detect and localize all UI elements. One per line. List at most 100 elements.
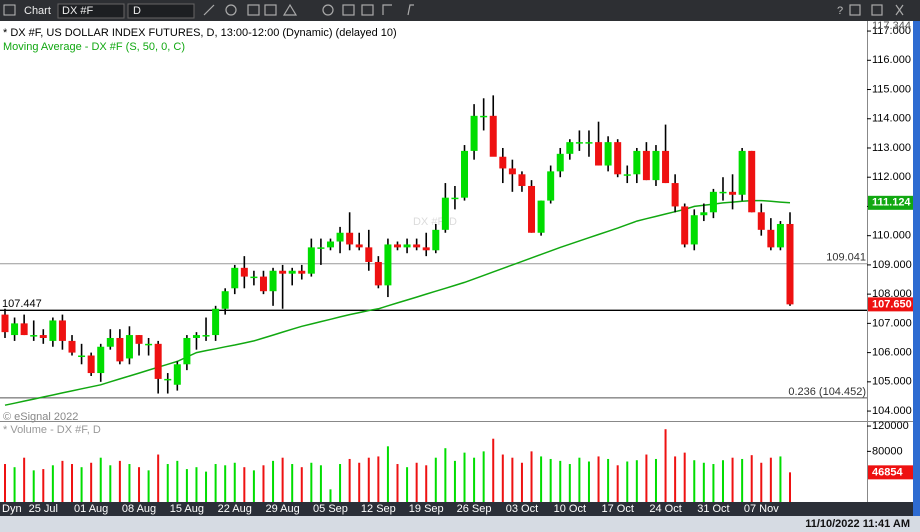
level-label: 0.236 (104.452)	[788, 386, 866, 398]
volume-bar	[712, 464, 715, 502]
candle-body	[68, 340, 76, 353]
candle-body	[480, 115, 488, 118]
candle-body	[508, 168, 516, 175]
volume-bar	[779, 456, 782, 502]
print-icon[interactable]	[342, 4, 355, 16]
volume-bar	[559, 460, 562, 502]
moving-average-line	[4, 199, 791, 406]
candle-body	[192, 335, 200, 338]
y-tick-label: 104.000	[872, 405, 912, 417]
candle-body	[729, 191, 737, 195]
x-tick-label: 07 Nov	[744, 503, 779, 515]
x-tick-label: 31 Oct	[697, 503, 729, 515]
candle-body	[623, 174, 631, 176]
x-tick-label: 10 Oct	[554, 503, 586, 515]
ma-price-label: 111.124	[872, 197, 911, 209]
share-icon[interactable]	[361, 4, 374, 16]
volume-bar	[750, 455, 753, 502]
zoom-icon[interactable]	[322, 4, 334, 16]
candle-body	[221, 291, 229, 309]
volume-bar	[99, 457, 102, 502]
level-label: 107.447	[2, 298, 42, 310]
volume-bar	[195, 467, 198, 502]
candle-body	[528, 185, 536, 233]
candle-body	[642, 150, 650, 181]
candle-body	[125, 335, 133, 359]
volume-bar	[281, 457, 284, 502]
candle-body	[690, 215, 698, 245]
volume-bar	[367, 457, 370, 502]
volume-bar	[329, 489, 332, 502]
candle-body	[326, 241, 334, 248]
candle-body	[269, 270, 277, 292]
symbol-input[interactable]	[57, 3, 125, 19]
volume-bar	[80, 467, 83, 502]
panel-icon[interactable]	[849, 4, 861, 16]
y-tick-label: 113.000	[872, 142, 911, 154]
social-icon[interactable]	[382, 4, 392, 15]
volume-bar	[147, 470, 150, 502]
volume-bar	[549, 458, 552, 502]
candle-body	[279, 270, 287, 274]
x-tick-label: 29 Aug	[265, 503, 299, 515]
volume-bar	[702, 462, 705, 502]
y-tick-label: 117.000	[872, 25, 911, 37]
candle-body	[97, 346, 105, 374]
interval-input[interactable]	[127, 3, 195, 19]
candle-body	[652, 150, 660, 181]
volume-bar	[13, 467, 16, 502]
volume-bar	[473, 457, 476, 502]
draw-tool-icon[interactable]	[203, 4, 215, 16]
volume-bar	[511, 457, 514, 502]
candle-body	[681, 206, 689, 245]
template-icon[interactable]	[264, 4, 277, 16]
x-tick-label: 26 Sep	[457, 503, 492, 515]
volume-bar	[492, 438, 495, 502]
volume-bar	[224, 465, 227, 502]
candle-body	[145, 343, 153, 346]
volume-bar	[118, 460, 121, 502]
y-tick-label: 106.000	[872, 347, 912, 359]
volume-bar	[616, 465, 619, 502]
price-pane	[0, 21, 867, 421]
volume-bar	[520, 462, 523, 502]
candle-body	[20, 323, 28, 336]
volume-bar	[578, 457, 581, 502]
candle-body	[566, 142, 574, 154]
status-mode: Dyn	[2, 503, 22, 515]
candle-body	[231, 267, 239, 289]
volume-bar	[319, 465, 322, 502]
candle-body	[164, 378, 172, 381]
candle-body	[413, 244, 421, 248]
volume-bar	[741, 458, 744, 502]
symbol: DX #F	[62, 5, 93, 17]
last-price-label: 107.650	[872, 298, 912, 310]
facebook-icon[interactable]	[407, 4, 414, 16]
y-tick-label: 110.000	[872, 230, 911, 242]
link-icon[interactable]	[871, 4, 883, 16]
layout-icon[interactable]	[247, 4, 260, 16]
x-tick-label: 12 Sep	[361, 503, 396, 515]
volume-bar	[453, 460, 456, 502]
help-icon[interactable]: ?	[837, 5, 843, 17]
candle-body	[78, 355, 86, 358]
x-tick-label: 01 Aug	[74, 503, 108, 515]
candle-body	[116, 337, 124, 362]
candle-body	[49, 320, 57, 341]
volume-bar	[444, 448, 447, 502]
volume-bar	[214, 464, 217, 502]
candle-body	[633, 150, 641, 175]
x-tick-label: 19 Sep	[409, 503, 444, 515]
volume-bar	[597, 456, 600, 502]
y-tick-label: 114.000	[872, 113, 911, 125]
candle-body	[259, 276, 267, 292]
candle-body	[604, 142, 612, 166]
volume-bar	[128, 464, 131, 502]
candle-body	[786, 223, 794, 305]
alert-icon[interactable]	[282, 3, 298, 16]
window-title: Chart	[24, 5, 51, 17]
study-icon[interactable]	[225, 4, 237, 16]
close-icon[interactable]	[895, 4, 904, 16]
axis-top-label: 117.344	[872, 20, 911, 32]
